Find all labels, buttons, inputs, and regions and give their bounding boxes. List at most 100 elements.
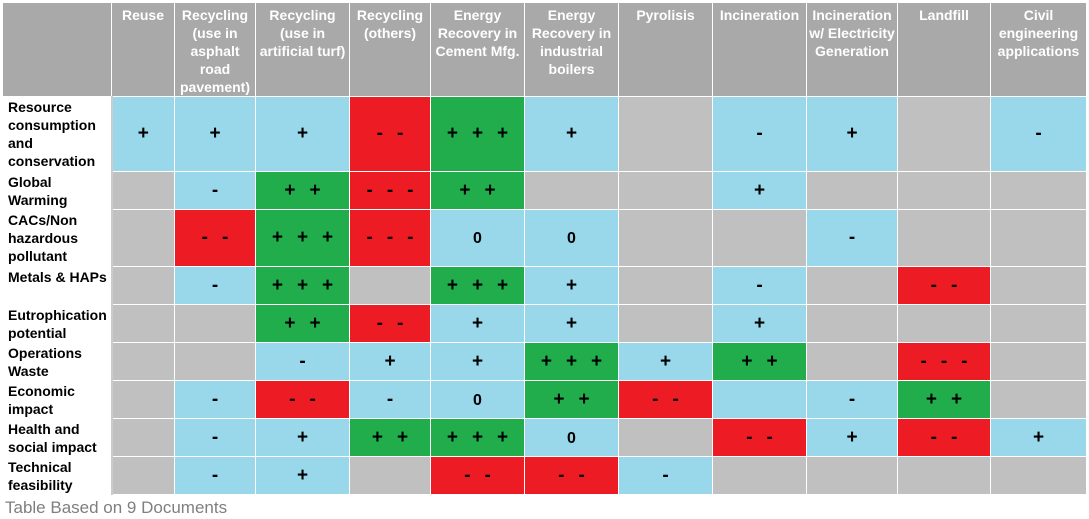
plus-rating: +: [471, 426, 484, 448]
plus-rating: +: [296, 426, 309, 448]
rating-cell: [712, 380, 807, 419]
plus-rating: +: [659, 350, 672, 372]
row-label: Economic impact: [2, 380, 113, 419]
rating-cell: +: [524, 96, 619, 172]
plus-rating: +: [471, 274, 484, 296]
plus-rating: +: [296, 227, 309, 248]
rating-cell: + + +: [430, 266, 525, 305]
minus-rating: -: [386, 388, 394, 410]
column-header: Reuse: [111, 2, 175, 97]
minus-rating: -: [376, 312, 383, 334]
minus-rating: -: [578, 464, 585, 486]
rating-cell: +: [524, 266, 619, 305]
minus-rating: -: [211, 426, 219, 448]
table-row: CACs/Non hazardous pollutant - - + + + - - -0 0-: [2, 209, 1087, 267]
minus-rating: -: [848, 388, 856, 410]
table-row: Global Warming - + + - - - + + +: [2, 171, 1087, 210]
rating-cell: [618, 304, 713, 343]
minus-rating: -: [951, 274, 958, 296]
rating-cell: --: [174, 209, 256, 267]
minus-rating: -: [756, 123, 763, 144]
rating-cell: [712, 456, 807, 495]
column-header: Energy Recovery in Cement Mfg.: [430, 2, 525, 97]
column-header: Civil engineering applications: [990, 2, 1087, 97]
plus-rating: +: [309, 312, 321, 334]
minus-rating: -: [407, 179, 414, 201]
plus-rating: +: [322, 274, 334, 296]
rating-cell: +: [174, 96, 256, 172]
plus-rating: +: [846, 123, 858, 144]
rating-cell: +: [255, 96, 350, 172]
plus-rating: +: [925, 388, 937, 410]
rating-cell: ---: [349, 209, 431, 267]
plus-rating: +: [471, 312, 484, 334]
neutral-rating: 0: [567, 429, 576, 447]
rating-cell: --: [349, 304, 431, 343]
rating-cell: [111, 380, 175, 419]
rating-cell: +: [111, 96, 175, 172]
minus-rating: -: [211, 464, 219, 486]
header-row: Reuse Recycling (use in asphalt road pav…: [2, 2, 1087, 97]
rating-cell: -: [712, 96, 807, 172]
rating-cell: + + +: [430, 96, 525, 172]
rating-cell: [990, 380, 1087, 419]
rating-cell: [897, 456, 991, 495]
corner-cell: [2, 2, 112, 97]
minus-rating: -: [222, 227, 229, 248]
rating-cell: 0: [430, 380, 525, 419]
rating-cell: +: [430, 342, 525, 381]
minus-rating: -: [309, 388, 316, 410]
minus-rating: -: [756, 274, 763, 296]
plus-rating: +: [296, 464, 309, 486]
table-row: Eutrophication potential + + - - + + +: [2, 304, 1087, 343]
minus-rating: -: [289, 388, 296, 410]
plus-rating: +: [565, 274, 578, 296]
rating-cell: [618, 266, 713, 305]
column-header: Energy Recovery in industrial boilers: [524, 2, 619, 97]
rating-cell: -: [349, 380, 431, 419]
rating-cell: [524, 171, 619, 210]
minus-rating: -: [558, 464, 565, 486]
minus-rating: -: [484, 464, 491, 486]
rating-cell: [990, 304, 1087, 343]
rating-cell: -: [712, 266, 807, 305]
rating-cell: --: [430, 456, 525, 495]
rating-cell: + +: [897, 380, 991, 419]
rating-cell: -: [174, 418, 256, 457]
rating-cell: --: [897, 266, 991, 305]
minus-rating: -: [397, 312, 404, 334]
rating-cell: --: [712, 418, 807, 457]
rating-cell: -: [806, 209, 898, 267]
minus-rating: -: [951, 426, 958, 448]
plus-rating: +: [753, 179, 766, 201]
rating-cell: ---: [349, 171, 431, 210]
table-row: Technical feasibility - + - - - - -: [2, 456, 1087, 495]
rating-cell: -: [174, 380, 256, 419]
minus-rating: -: [464, 464, 471, 486]
plus-rating: +: [565, 123, 578, 144]
minus-rating: -: [376, 123, 383, 144]
rating-cell: [897, 304, 991, 343]
row-label: Metals & HAPs: [2, 266, 113, 305]
impact-table: Reuse Recycling (use in asphalt road pav…: [2, 2, 1087, 495]
neutral-rating: 0: [473, 230, 482, 247]
rating-cell: [897, 96, 991, 172]
plus-rating: +: [284, 312, 296, 334]
minus-rating: -: [366, 227, 373, 248]
rating-cell: 0: [430, 209, 525, 267]
plus-rating: +: [951, 388, 963, 410]
rating-cell: [806, 342, 898, 381]
plus-rating: +: [296, 274, 309, 296]
minus-rating: -: [211, 388, 219, 410]
rating-cell: -: [174, 266, 256, 305]
rating-cell: + +: [430, 171, 525, 210]
plus-rating: +: [384, 350, 396, 372]
minus-rating: -: [848, 227, 856, 248]
column-header: Recycling (use in artificial turf): [255, 2, 350, 97]
plus-rating: +: [397, 426, 409, 448]
plus-rating: +: [471, 123, 484, 144]
rating-cell: -: [618, 456, 713, 495]
rating-cell: +: [524, 304, 619, 343]
rating-cell: -: [174, 171, 256, 210]
minus-rating: -: [920, 350, 927, 372]
